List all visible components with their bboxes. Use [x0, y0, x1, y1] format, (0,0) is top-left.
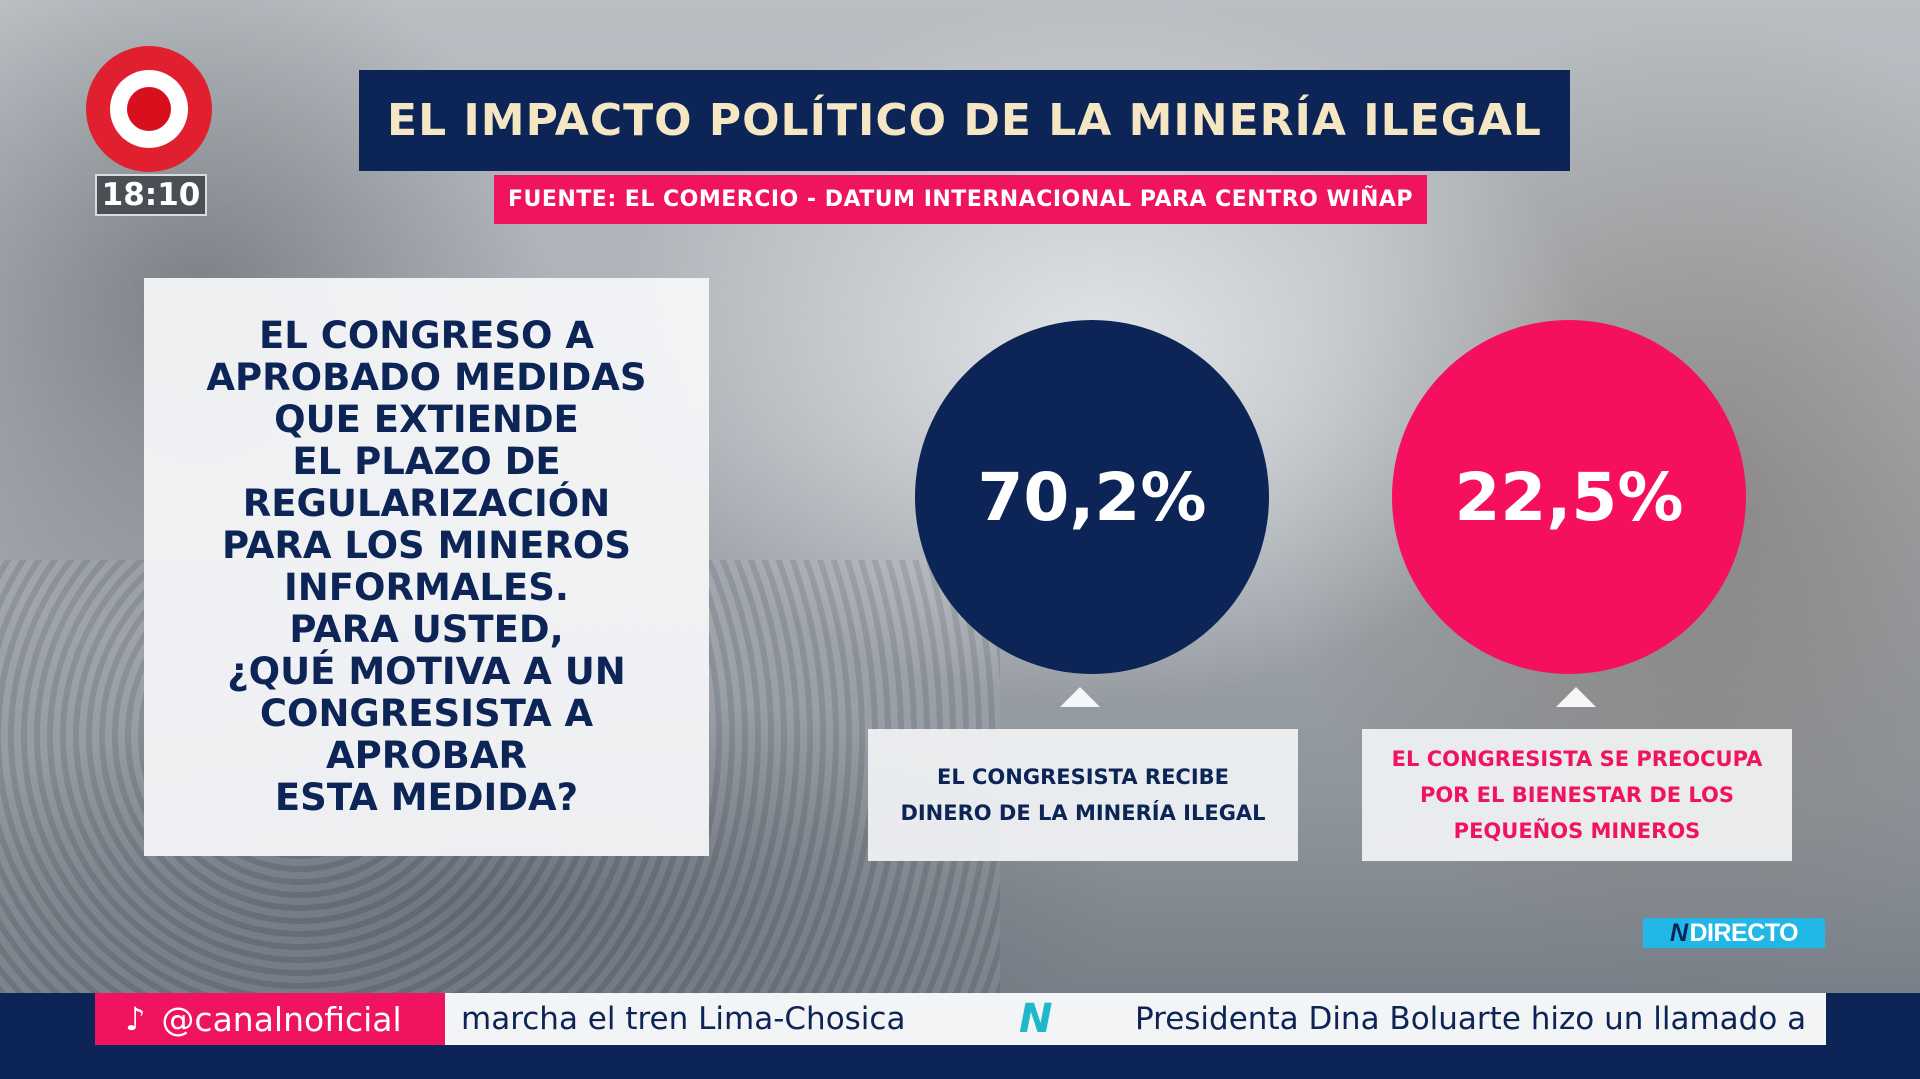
live-badge: N DIRECTO	[1643, 918, 1825, 948]
news-ticker: ♪ @canalnoficial marcha el tren Lima-Cho…	[95, 993, 1826, 1045]
headline-title: EL IMPACTO POLÍTICO DE LA MINERÍA ILEGAL	[359, 70, 1570, 171]
result-label-2: EL CONGRESISTA SE PREOCUPA POR EL BIENES…	[1362, 729, 1792, 861]
pointer-triangle-1	[1060, 687, 1100, 707]
result-circle-1: 70,2%	[915, 320, 1269, 674]
social-handle: @canalnoficial	[161, 999, 402, 1039]
ticker-separator-logo: N	[1019, 996, 1053, 1042]
result-circle-2: 22,5%	[1392, 320, 1746, 674]
ticker-item-2: Presidenta Dina Boluarte hizo un llamado…	[1135, 1001, 1807, 1037]
clock-display: 18:10	[95, 174, 207, 216]
social-handle-tag: ♪ @canalnoficial	[95, 993, 445, 1045]
result-label-1: EL CONGRESISTA RECIBE DINERO DE LA MINER…	[868, 729, 1298, 861]
channel-live-logo	[92, 52, 206, 166]
pointer-triangle-2	[1556, 687, 1596, 707]
badge-label: DIRECTO	[1689, 918, 1799, 947]
survey-question: EL CONGRESO A APROBADO MEDIDAS QUE EXTIE…	[144, 278, 709, 856]
logo-dot	[127, 87, 171, 131]
source-caption: FUENTE: EL COMERCIO - DATUM INTERNACIONA…	[494, 175, 1427, 224]
ticker-item-1: marcha el tren Lima-Chosica	[461, 1001, 906, 1037]
badge-n-logo: N	[1669, 918, 1688, 947]
tiktok-icon: ♪	[125, 1000, 146, 1038]
